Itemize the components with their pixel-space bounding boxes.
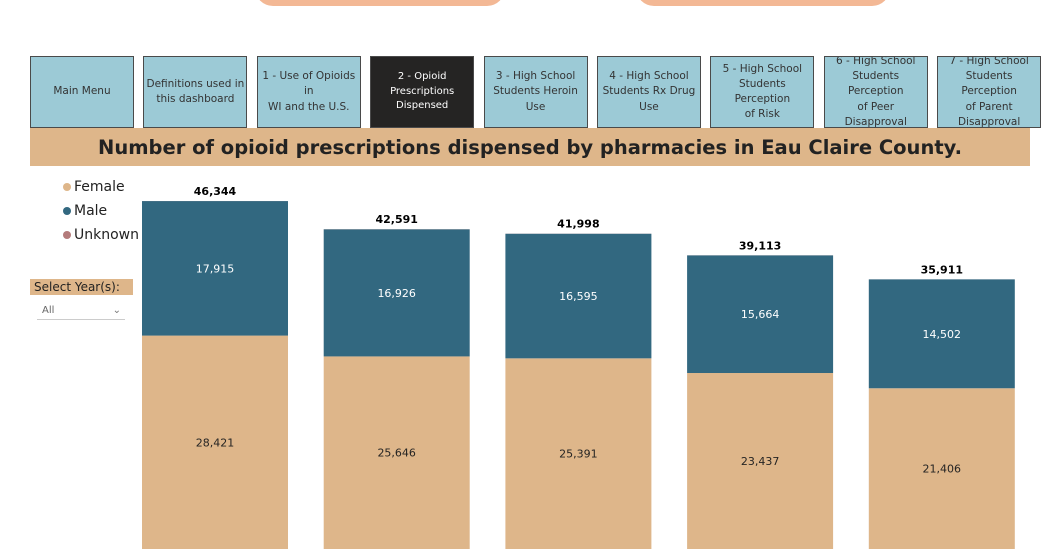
header-decoration-left bbox=[255, 0, 505, 6]
total-label-2: 41,998 bbox=[557, 218, 599, 231]
legend-label: Male bbox=[74, 203, 108, 219]
data-label-male-4: 14,502 bbox=[923, 328, 962, 341]
nav-button-3[interactable]: 2 - Opioid Prescriptions Dispensed bbox=[370, 56, 475, 128]
nav-button-1[interactable]: Definitions used in this dashboard bbox=[143, 56, 248, 128]
nav-button-4[interactable]: 3 - High School Students Heroin Use bbox=[483, 56, 588, 128]
legend-item-male[interactable]: Male bbox=[63, 199, 139, 223]
total-label-4: 35,911 bbox=[921, 263, 963, 276]
legend: Female Male Unknown bbox=[63, 175, 139, 247]
data-label-female-4: 21,406 bbox=[923, 463, 962, 476]
bar-male-3[interactable] bbox=[687, 255, 834, 374]
nav-button-5[interactable]: 4 - High School Students Rx Drug Use bbox=[596, 56, 701, 128]
year-slicer-label: Select Year(s): bbox=[30, 279, 133, 295]
bar-male-4[interactable] bbox=[868, 279, 1015, 389]
total-label-1: 42,591 bbox=[375, 213, 417, 226]
nav-button-7[interactable]: 6 - High School Students Perception of P… bbox=[823, 56, 928, 128]
nav-button-2[interactable]: 1 - Use of Opioids in WI and the U.S. bbox=[256, 56, 361, 128]
year-slicer-dropdown[interactable]: All ⌄ bbox=[37, 301, 125, 320]
bar-male-1[interactable] bbox=[323, 229, 470, 357]
title-bar: Number of opioid prescriptions dispensed… bbox=[30, 128, 1030, 166]
data-label-male-2: 16,595 bbox=[559, 290, 598, 303]
data-label-female-2: 25,391 bbox=[559, 448, 598, 461]
data-label-female-1: 25,646 bbox=[377, 447, 416, 460]
bar-male-0[interactable] bbox=[142, 201, 288, 336]
legend-item-unknown[interactable]: Unknown bbox=[63, 223, 139, 247]
bar-female-0[interactable] bbox=[142, 335, 288, 549]
data-label-female-0: 28,421 bbox=[196, 436, 235, 449]
total-label-0: 46,344 bbox=[194, 185, 237, 198]
data-label-male-0: 17,915 bbox=[196, 262, 235, 275]
year-slicer-value: All bbox=[42, 305, 55, 316]
legend-swatch bbox=[63, 207, 71, 215]
nav-button-8[interactable]: 7 - High School Students Perception of P… bbox=[937, 56, 1042, 128]
legend-swatch bbox=[63, 231, 71, 239]
nav-button-6[interactable]: 5 - High School Students Perception of R… bbox=[710, 56, 815, 128]
chart-title: Number of opioid prescriptions dispensed… bbox=[98, 135, 962, 159]
navigation-bar: Main Menu Definitions used in this dashbo… bbox=[30, 56, 1051, 128]
bar-male-2[interactable] bbox=[505, 233, 652, 359]
legend-label: Unknown bbox=[74, 227, 139, 243]
legend-label: Female bbox=[74, 179, 125, 195]
total-label-3: 39,113 bbox=[739, 239, 781, 252]
data-label-male-1: 16,926 bbox=[377, 287, 416, 300]
data-label-female-3: 23,437 bbox=[741, 455, 780, 468]
bar-female-2[interactable] bbox=[505, 358, 652, 549]
bar-female-1[interactable] bbox=[323, 356, 470, 549]
legend-item-female[interactable]: Female bbox=[63, 175, 139, 199]
legend-swatch bbox=[63, 183, 71, 191]
header-decoration-right bbox=[636, 0, 890, 6]
data-label-male-3: 15,664 bbox=[741, 308, 780, 321]
bar-female-4[interactable] bbox=[868, 388, 1015, 549]
bar-female-3[interactable] bbox=[687, 373, 834, 549]
nav-button-0[interactable]: Main Menu bbox=[30, 56, 134, 128]
chevron-down-icon: ⌄ bbox=[112, 305, 121, 316]
